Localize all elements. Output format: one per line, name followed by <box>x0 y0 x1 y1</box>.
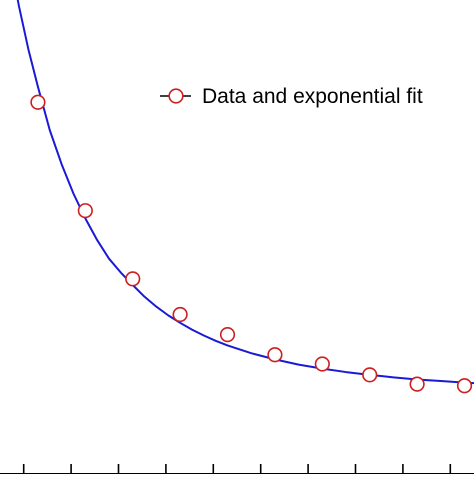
data-point-5 <box>267 347 283 363</box>
exponential-fit-line <box>16 0 474 385</box>
data-point-7 <box>362 367 378 383</box>
data-points-layer <box>30 94 473 394</box>
data-point-3 <box>172 306 188 323</box>
data-point-8 <box>409 376 425 392</box>
data-point-9 <box>456 378 473 394</box>
fit-line-layer <box>16 0 474 385</box>
legend-marker-sample <box>168 88 184 104</box>
data-point-4 <box>219 326 236 343</box>
data-point-2 <box>125 271 141 287</box>
data-point-1 <box>77 203 93 219</box>
data-point-6 <box>314 356 330 372</box>
data-point-0 <box>30 94 46 110</box>
x-tick-marks <box>22 464 452 474</box>
legend-label: Data and exponential fit <box>202 85 423 108</box>
legend: Data and exponential fit <box>160 85 423 108</box>
